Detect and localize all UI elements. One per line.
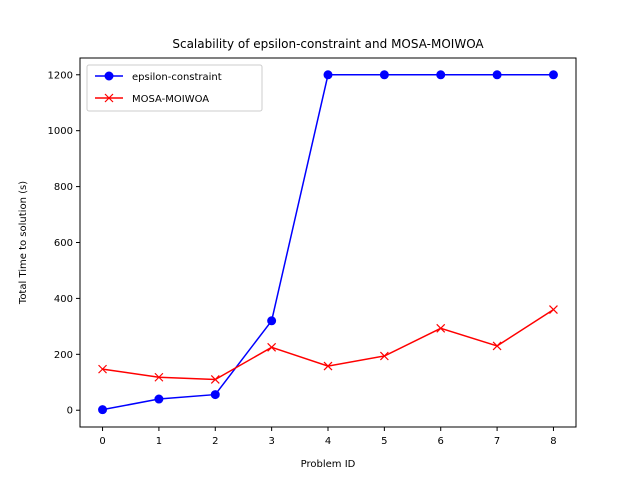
x-tick-label: 6 (438, 436, 444, 447)
y-axis-label: Total Time to solution (s) (18, 181, 29, 305)
legend-marker-epsilon-constraint (104, 71, 114, 81)
data-point-mosa-moiwoa (492, 341, 502, 351)
data-point-mosa-moiwoa (267, 342, 277, 352)
data-point-mosa-moiwoa (98, 364, 107, 374)
data-point-epsilon-constraint (379, 70, 389, 80)
x-axis-ticks: 0 1 2 3 4 5 6 7 8 (99, 427, 557, 447)
series-layer (98, 70, 558, 415)
legend-label-epsilon-constraint: epsilon-constraint (132, 72, 222, 83)
data-point-epsilon-constraint (98, 405, 108, 415)
legend-label-mosa-moiwoa: MOSA-MOIWOA (132, 94, 209, 105)
data-point-mosa-moiwoa (379, 351, 389, 361)
x-tick-label: 5 (381, 436, 387, 447)
y-tick-label: 400 (54, 294, 73, 305)
y-tick-label: 200 (54, 350, 73, 361)
legend: epsilon-constraint MOSA-MOIWOA (86, 64, 263, 112)
data-point-epsilon-constraint (436, 70, 446, 80)
legend-marker-mosa-moiwoa (104, 93, 114, 103)
x-tick-label: 1 (156, 436, 162, 447)
data-point-epsilon-constraint (492, 70, 502, 80)
x-tick-label: 2 (212, 436, 218, 447)
y-axis-ticks: 0 200 400 600 800 1000 1200 (48, 70, 80, 417)
x-tick-label: 3 (268, 436, 274, 447)
data-point-epsilon-constraint (154, 394, 164, 404)
x-tick-label: 0 (99, 436, 105, 447)
data-point-mosa-moiwoa (436, 323, 446, 333)
y-tick-label: 0 (67, 406, 73, 417)
data-point-epsilon-constraint (548, 70, 558, 80)
chart-title: Scalability of epsilon-constraint and MO… (172, 37, 484, 51)
data-point-mosa-moiwoa (549, 305, 558, 315)
data-point-mosa-moiwoa (210, 375, 220, 384)
y-tick-label: 1000 (48, 126, 73, 137)
data-point-mosa-moiwoa (323, 361, 333, 371)
y-tick-label: 800 (54, 182, 73, 193)
y-tick-label: 600 (54, 238, 73, 249)
x-tick-label: 4 (325, 436, 331, 447)
data-point-epsilon-constraint (323, 70, 333, 80)
x-tick-label: 8 (550, 436, 556, 447)
data-point-mosa-moiwoa (154, 372, 164, 382)
y-tick-label: 1200 (48, 70, 73, 81)
data-point-epsilon-constraint (267, 316, 277, 326)
data-point-epsilon-constraint (210, 390, 220, 400)
plot-area (80, 58, 576, 427)
legend-box (86, 64, 263, 112)
x-axis-label: Problem ID (301, 459, 356, 470)
x-tick-label: 7 (494, 436, 500, 447)
